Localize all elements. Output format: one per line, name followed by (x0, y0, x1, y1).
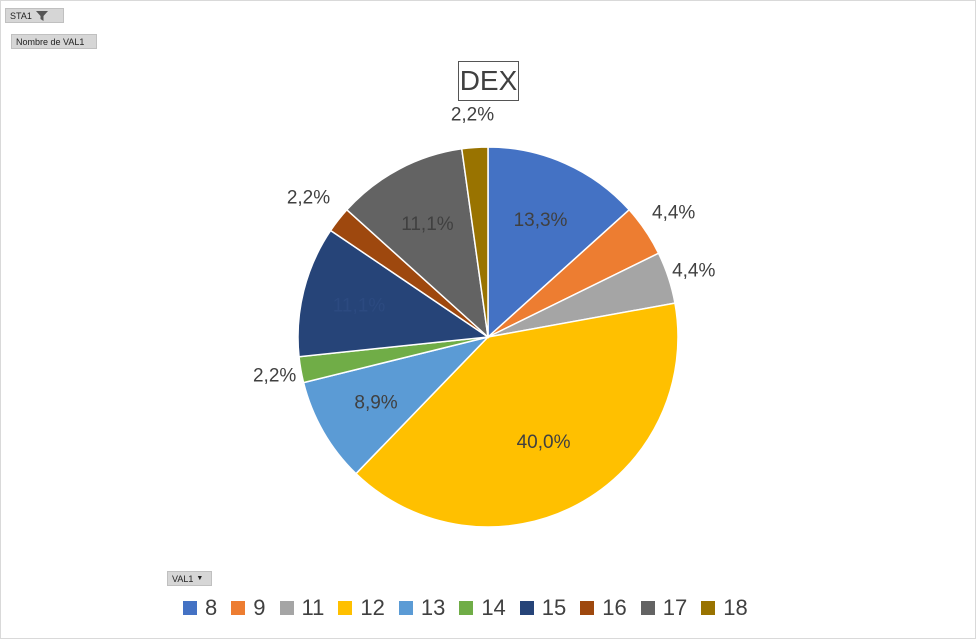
pie-slice-15[interactable] (297, 229, 491, 358)
legend-item-14: 14 (459, 595, 506, 621)
legend-swatch (640, 601, 655, 615)
data-label-14: 2,2% (253, 365, 296, 386)
legend-item-18: 18 (701, 595, 748, 621)
pie-slice-17[interactable] (345, 147, 490, 339)
legend-label: 9 (253, 595, 266, 620)
legend-swatch (580, 601, 595, 615)
data-label-13: 8,9% (354, 392, 397, 413)
pie-slice-13[interactable] (302, 335, 491, 475)
axis-field-label: VAL1 (172, 573, 194, 584)
legend-item-16: 16 (580, 595, 627, 621)
legend-swatch (459, 601, 474, 615)
legend-item-12: 12 (338, 595, 385, 621)
value-field-label: Nombre de VAL1 (16, 36, 85, 47)
legend-swatch (338, 601, 353, 615)
filter-field-button[interactable]: STA1 (5, 8, 64, 23)
legend-label: 8 (205, 595, 218, 620)
legend-label: 12 (360, 595, 385, 620)
data-label-9: 4,4% (652, 202, 695, 223)
data-label-16: 2,2% (287, 187, 330, 208)
legend-label: 13 (420, 595, 446, 620)
data-label-12: 40,0% (517, 432, 571, 453)
legend-swatch (183, 601, 197, 615)
data-label-17: 11,1% (401, 214, 454, 235)
data-label-18: 2,2% (451, 104, 494, 125)
filter-field-label: STA1 (10, 10, 32, 21)
pie-slice-8[interactable] (487, 146, 631, 339)
legend-item-8: 8 (183, 595, 217, 621)
legend: 8 9 11 12 13 14 15 16 17 18 (183, 594, 762, 622)
axis-field-button[interactable]: VAL1 ▼ (167, 571, 212, 586)
pie-slice-12[interactable] (354, 302, 679, 528)
legend-label: 15 (541, 595, 567, 620)
legend-swatch (519, 601, 534, 615)
legend-swatch (398, 601, 413, 615)
legend-label: 18 (723, 595, 748, 620)
legend-item-15: 15 (519, 595, 567, 621)
legend-item-9: 9 (231, 595, 266, 621)
data-label-15: 11,1% (333, 296, 386, 317)
legend-label: 14 (481, 595, 506, 620)
legend-label: 11 (301, 595, 325, 620)
legend-item-17: 17 (640, 595, 688, 621)
data-label-8: 13,3% (514, 210, 568, 231)
legend-swatch (231, 601, 246, 615)
value-field-button[interactable]: Nombre de VAL1 (11, 34, 97, 49)
chevron-down-icon: ▼ (196, 575, 204, 582)
legend-swatch (701, 601, 716, 615)
legend-label: 17 (662, 595, 688, 620)
chart-title: DEX (458, 61, 519, 101)
chart-title-text: DEX (459, 65, 518, 96)
legend-label: 16 (602, 595, 627, 620)
legend-swatch (279, 601, 294, 615)
pie-slice-18[interactable] (460, 146, 489, 338)
data-label-11: 4,4% (672, 260, 715, 281)
legend-item-13: 13 (398, 595, 446, 621)
filter-icon (35, 10, 48, 21)
legend-item-11: 11 (279, 595, 325, 621)
